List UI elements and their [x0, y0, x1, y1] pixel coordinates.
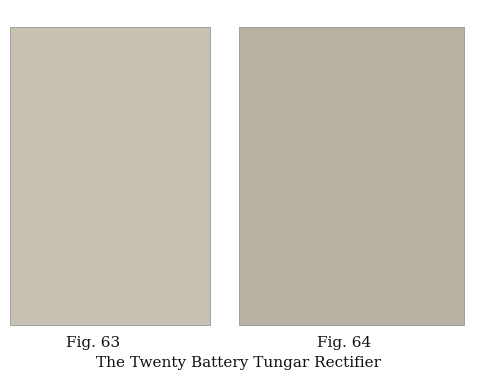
Text: Fig. 64: Fig. 64 — [317, 335, 371, 350]
Text: Fig. 63: Fig. 63 — [66, 335, 120, 350]
FancyBboxPatch shape — [10, 27, 210, 325]
FancyBboxPatch shape — [239, 27, 464, 325]
Text: The Twenty Battery Tungar Rectifier: The Twenty Battery Tungar Rectifier — [97, 356, 381, 370]
